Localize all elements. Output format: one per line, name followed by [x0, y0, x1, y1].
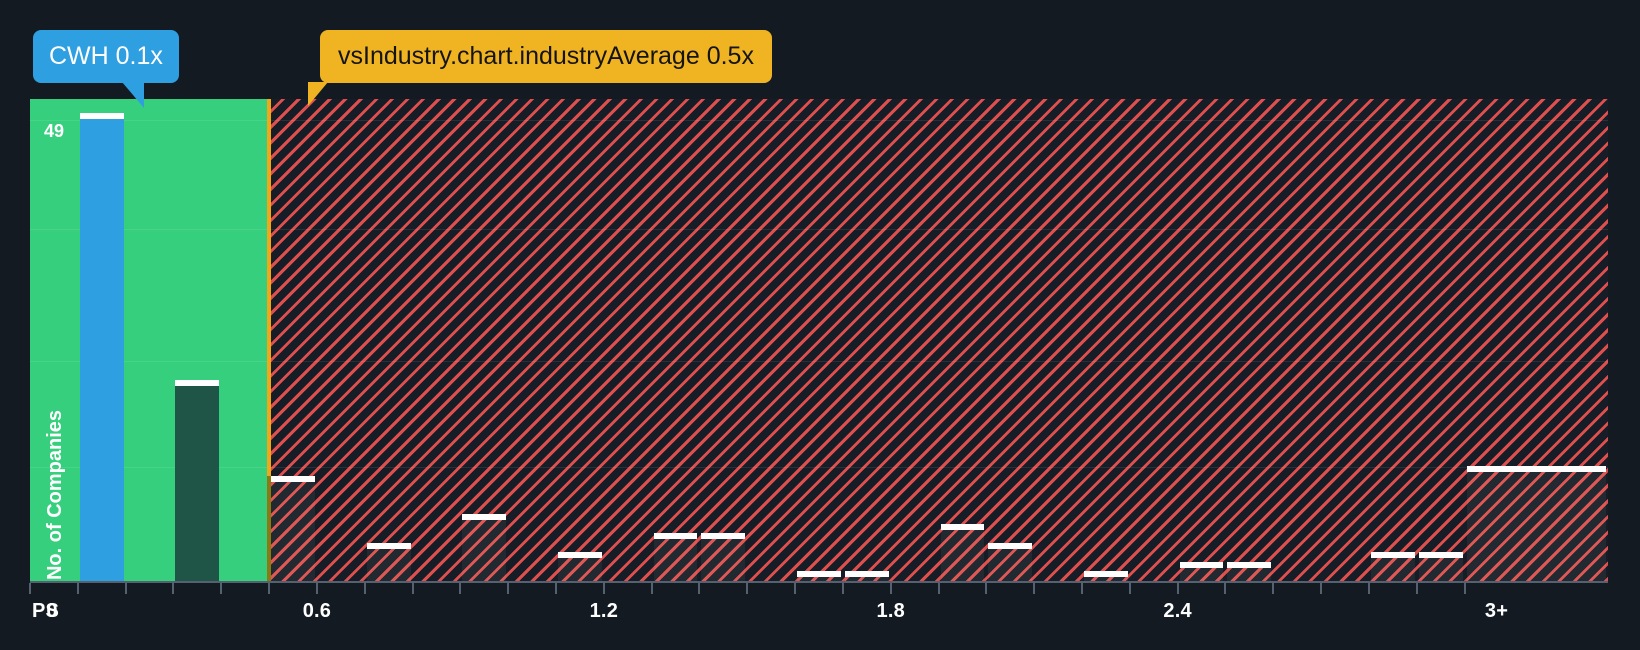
histogram-bar[interactable] [1227, 561, 1272, 581]
x-axis-tick [411, 583, 414, 594]
histogram-bar[interactable] [653, 533, 698, 581]
plot-area [30, 99, 1608, 581]
bar-top-cap [1466, 466, 1606, 473]
x-axis-tick [841, 583, 844, 594]
x-axis-tick [698, 583, 701, 594]
histogram-bar[interactable] [1418, 552, 1463, 581]
company-tooltip-tail [122, 82, 144, 108]
x-axis-tick [172, 583, 175, 594]
x-axis-tick [1128, 583, 1131, 594]
bar-top-cap [462, 514, 507, 521]
histogram-bar[interactable] [462, 514, 507, 581]
histogram-bar[interactable] [1466, 466, 1606, 581]
gridline [30, 120, 1608, 121]
x-axis-tick-label: 1.2 [589, 600, 619, 622]
histogram-bar[interactable] [988, 542, 1033, 581]
bar-top-cap [175, 380, 220, 387]
x-axis-tick-label: 1.8 [876, 600, 905, 622]
good-value-zone [30, 99, 270, 581]
x-axis-tick [220, 583, 223, 594]
x-axis-tick [507, 583, 510, 594]
x-axis-tick [794, 583, 797, 594]
gridline [30, 361, 1608, 362]
company-tooltip-label: CWH 0.1x [49, 42, 163, 70]
expensive-value-zone [269, 99, 1608, 581]
histogram-bar[interactable] [1370, 552, 1415, 581]
x-axis-tick [889, 583, 892, 594]
x-axis-tick [746, 583, 749, 594]
bar-top-cap [1179, 561, 1224, 568]
histogram-bar[interactable] [271, 475, 315, 581]
histogram-bar[interactable] [1084, 571, 1128, 581]
x-axis-tick [29, 583, 31, 594]
x-axis-tick [1320, 583, 1323, 594]
x-axis-tick [363, 583, 366, 594]
bar-top-cap [844, 571, 889, 578]
x-axis-tick [1367, 583, 1370, 594]
y-axis-max-value: 49 [44, 121, 65, 141]
bar-top-cap [558, 552, 602, 559]
bar-top-cap [271, 475, 315, 482]
x-axis-tick [1081, 583, 1083, 594]
industry-average-tooltip-label: vsIndustry.chart.industryAverage 0.5x [338, 42, 754, 70]
x-axis-tick [602, 583, 605, 594]
bar-top-cap [1370, 552, 1415, 559]
x-axis-tick [1272, 583, 1275, 594]
gridline [30, 467, 1608, 468]
histogram-bar[interactable] [558, 552, 602, 581]
x-axis-tick [1415, 583, 1418, 594]
x-axis-tick [1224, 583, 1227, 594]
x-axis-tick [555, 583, 557, 594]
x-axis-tick [76, 583, 79, 594]
bar-top-cap [1418, 552, 1463, 559]
histogram-bar[interactable] [366, 542, 411, 581]
x-axis-tick [315, 583, 318, 594]
x-axis-line [30, 581, 1608, 583]
x-axis-tick-label: 3+ [1484, 600, 1509, 622]
x-axis-tick-label: 0.6 [302, 600, 332, 622]
company-tooltip[interactable]: CWH 0.1x [33, 30, 179, 83]
x-axis-tick [1176, 583, 1179, 594]
industry-average-line-overlay [267, 475, 272, 581]
x-axis-tick [1033, 583, 1036, 594]
x-axis-prefix-label: PS [32, 600, 60, 622]
x-axis-tick [124, 583, 127, 594]
x-axis-tick [937, 583, 940, 594]
x-axis-tick-label: 0 [46, 600, 58, 622]
bar-top-cap [1227, 561, 1272, 568]
histogram-bar[interactable] [940, 523, 985, 581]
histogram-bar[interactable] [1179, 561, 1224, 581]
x-axis-tick [1463, 583, 1466, 594]
bar-top-cap [701, 533, 746, 540]
gridline [30, 229, 1608, 230]
bar-top-cap [797, 571, 841, 578]
industry-average-tooltip[interactable]: vsIndustry.chart.industryAverage 0.5x [320, 30, 772, 83]
x-axis-tick [985, 583, 988, 594]
x-axis-tick [650, 583, 653, 594]
histogram-bar[interactable] [797, 571, 841, 581]
x-axis-tick [268, 583, 271, 594]
bar-top-cap [940, 523, 985, 530]
x-axis-tick-label: 2.4 [1163, 600, 1192, 622]
x-axis-tick [459, 583, 462, 594]
company-bar[interactable] [79, 113, 124, 581]
histogram-bar[interactable] [701, 533, 746, 581]
industry-average-tooltip-tail [308, 82, 328, 106]
bar-top-cap [1084, 571, 1128, 578]
y-axis-title: No. of Companies [44, 409, 66, 580]
histogram-bar[interactable] [844, 571, 889, 581]
bar-top-cap [653, 533, 698, 540]
bar-top-cap [79, 113, 124, 119]
bar-top-cap [366, 542, 411, 549]
industry-average-line [267, 99, 272, 581]
histogram-bar[interactable] [175, 380, 220, 581]
bar-top-cap [988, 542, 1033, 549]
